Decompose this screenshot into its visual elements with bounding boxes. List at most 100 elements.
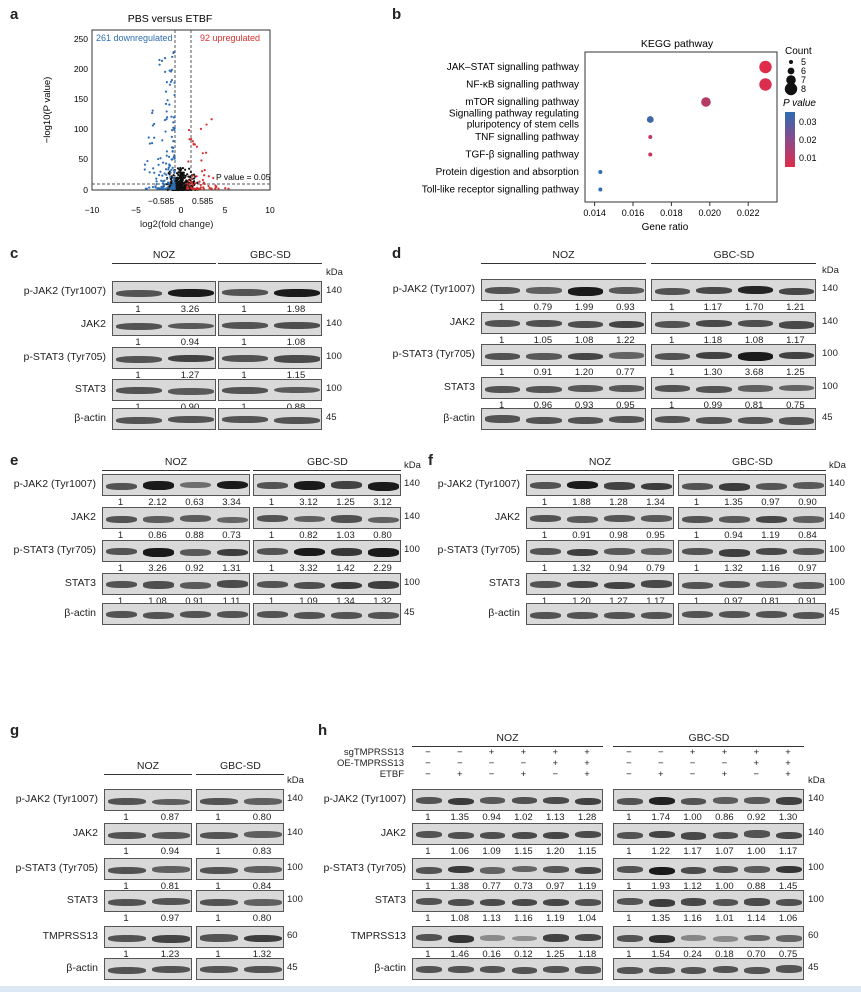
blot-image	[218, 347, 322, 369]
volcano-point-up	[192, 187, 196, 190]
blot-quant-value: 0.82	[299, 530, 318, 541]
blot-band	[567, 287, 603, 296]
volcano-point-down	[163, 179, 166, 182]
volcano-point-up	[188, 183, 191, 186]
blot-band	[217, 611, 248, 619]
condition-sign: +	[456, 769, 463, 780]
blot-group-label: GBC-SD	[732, 456, 773, 468]
volcano-point-down	[159, 187, 162, 190]
blot-quant-value: 1.34	[646, 497, 665, 508]
volcano-point-down	[164, 168, 168, 171]
blot-image	[481, 408, 646, 430]
blot-band	[447, 966, 474, 974]
blot-band	[641, 482, 672, 491]
blot-band	[485, 352, 521, 360]
blot-quant-value: 1.32	[373, 596, 392, 607]
blot-group-label: NOZ	[588, 456, 612, 468]
volcano-point-ns	[189, 170, 193, 174]
volcano-point-up	[214, 186, 217, 189]
blot-row-label: β-actin	[374, 962, 406, 974]
blot-row-label: p-STAT3 (Tyr705)	[392, 348, 475, 360]
blot-band	[567, 385, 603, 393]
blot-quant-value: 1	[117, 497, 124, 508]
blot-image	[613, 789, 804, 811]
blot-quant-value: 1.27	[609, 596, 628, 607]
blot-quant-value: 1.74	[651, 812, 671, 823]
blot-quant-value: 0.94	[160, 846, 180, 857]
blot-band	[116, 386, 162, 394]
volcano-point-down	[167, 155, 171, 158]
legend-count-dot	[787, 67, 795, 75]
blot-band	[737, 320, 773, 328]
blot-kda-marker: 100	[326, 383, 342, 394]
blot-kda-marker: 45	[404, 607, 415, 618]
blot-quant-value: 0.90	[798, 497, 817, 508]
blot-kda-marker: 45	[326, 412, 337, 423]
blot-image	[412, 858, 603, 880]
blot-quant-value: 1	[228, 402, 260, 413]
blot-band	[696, 319, 732, 327]
blot-quant-value: 1.46	[450, 949, 470, 960]
blot-band	[617, 797, 643, 805]
condition-sign: −	[626, 769, 632, 780]
condition-sign: +	[584, 769, 590, 780]
kegg-xlabel: Gene ratio	[642, 222, 689, 233]
kda-header: kDa	[808, 775, 825, 786]
blot-row-label: STAT3	[64, 577, 96, 589]
blot-image	[678, 474, 826, 496]
blot-quant-value: 0.81	[744, 400, 764, 411]
blot-band	[648, 899, 675, 907]
condition-sign: −	[456, 758, 463, 769]
volcano-point-ns	[177, 178, 180, 181]
legend-p-title: P value	[783, 98, 816, 109]
volcano-fc-pos: 0.585	[192, 196, 214, 206]
volcano-point-ns	[170, 176, 174, 179]
blot-quant-value: 1.19	[546, 913, 565, 924]
volcano-point-up	[200, 159, 203, 162]
blot-band	[106, 611, 137, 619]
volcano-point-down	[161, 185, 164, 188]
blot-image	[613, 858, 804, 880]
blot-band	[648, 796, 675, 805]
blot-band	[368, 612, 399, 620]
volcano-point-ns	[182, 174, 185, 177]
blot-band	[744, 865, 771, 873]
blot-image	[253, 540, 401, 562]
volcano-point-up	[201, 152, 204, 155]
blot-band	[368, 482, 399, 491]
blot-quant-value: 3.34	[222, 497, 241, 508]
legend-count-label: 8	[801, 84, 806, 94]
blot-image	[481, 279, 646, 301]
blot-kda-marker: 100	[829, 544, 845, 555]
volcano-point-up	[190, 177, 193, 180]
blot-band	[168, 387, 214, 395]
blot-quant-value: 0.94	[724, 530, 743, 541]
volcano-point-down	[147, 136, 150, 139]
blot-group-label: NOZ	[136, 760, 160, 772]
blot-quant-value: 1.31	[222, 563, 241, 574]
volcano-ytick-1: 50	[79, 154, 89, 164]
blot-band	[776, 797, 802, 805]
blot-image	[104, 823, 192, 845]
volcano-point-up	[195, 145, 198, 148]
blot-quant-value: 3.12	[373, 497, 392, 508]
blot-image	[678, 507, 826, 529]
kegg-category-label: JAK–STAT signalling pathway	[447, 62, 579, 73]
blot-band	[778, 287, 814, 295]
blot-band	[776, 865, 802, 874]
volcano-point-down	[158, 174, 161, 177]
blot-quant-value: 0.80	[252, 913, 272, 924]
blot-kda-marker: 140	[822, 316, 838, 327]
volcano-xtick-0: −10	[85, 205, 100, 215]
blot-quant-value: 0.73	[222, 530, 241, 541]
blot-quant-value: 1	[626, 881, 632, 892]
volcano-point-down	[166, 186, 169, 189]
volcano-point-up	[190, 137, 193, 141]
volcano-point-up	[194, 182, 197, 185]
volcano-point-ns	[176, 167, 180, 170]
panel-label-a: a	[10, 6, 19, 23]
blot-band	[274, 355, 320, 363]
volcano-point-down	[155, 183, 158, 186]
blot-image	[102, 474, 250, 496]
blot-quant-value: 1	[668, 302, 675, 313]
